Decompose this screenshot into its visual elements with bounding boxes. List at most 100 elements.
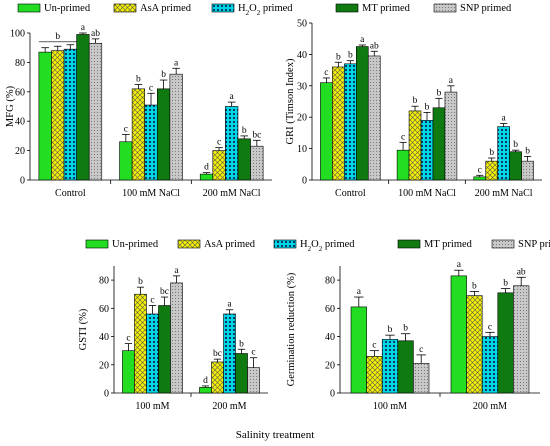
significance-letter: c xyxy=(419,345,423,355)
bar-mt xyxy=(397,340,414,394)
legend-swatch-unprimed xyxy=(17,3,41,13)
bar-unprimed xyxy=(199,173,214,181)
significance-letter: ab xyxy=(91,29,100,39)
y-tick-label: 40 xyxy=(15,117,25,128)
significance-letter: a xyxy=(360,35,365,45)
bar-h2o2 xyxy=(481,336,499,394)
significance-letter: b xyxy=(403,324,408,334)
y-tick-label: 0 xyxy=(330,389,335,400)
x-tick-label: 200 mM xyxy=(212,401,246,412)
significance-letter: c xyxy=(372,341,376,351)
bar-snp xyxy=(247,367,260,394)
significance-letter: c xyxy=(217,138,221,148)
y-tick-label: 20 xyxy=(15,146,25,157)
legend-swatch-h2o2 xyxy=(273,239,297,249)
y-tick-label: 80 xyxy=(99,276,109,287)
y-axis-label: MFG (%) xyxy=(5,85,16,127)
significance-letter: a xyxy=(449,76,454,86)
y-axis-label: GRI (Timson Index) xyxy=(285,58,296,144)
bar-unprimed xyxy=(396,149,410,181)
x-tick-label: 100 mM xyxy=(373,401,407,412)
bar-snp xyxy=(413,363,430,394)
significance-letter: c xyxy=(150,296,154,306)
significance-letter: b xyxy=(513,140,518,150)
significance-letter: d xyxy=(204,163,209,173)
bar-h2o2 xyxy=(420,120,434,181)
significance-letter: b xyxy=(138,277,143,287)
significance-letter: b xyxy=(525,146,530,156)
common-x-axis-label: Salinity treatment xyxy=(236,429,315,441)
bar-snp xyxy=(521,160,534,181)
y-tick-label: 30 xyxy=(297,81,307,92)
significance-letter: bc xyxy=(160,287,169,297)
legend-label-mt: MT primed xyxy=(424,239,473,250)
legend-label-snp: SNP primed xyxy=(460,3,512,14)
x-tick-label: 100 mM xyxy=(135,401,169,412)
bar-unprimed xyxy=(350,306,367,394)
bar-snp xyxy=(513,285,530,394)
significance-letter: b xyxy=(425,102,430,112)
y-tick-label: 20 xyxy=(99,360,109,371)
bar-unprimed xyxy=(199,387,212,394)
y-tick-label: 60 xyxy=(325,304,335,315)
significance-letter: b xyxy=(437,88,442,98)
significance-letter: b xyxy=(388,325,393,335)
legend-swatch-asa xyxy=(177,239,201,249)
y-tick-label: 40 xyxy=(99,332,109,343)
bar-mt xyxy=(497,292,514,394)
bar-asa xyxy=(211,361,224,394)
y-tick-label: 0 xyxy=(302,176,307,187)
y-tick-label: 20 xyxy=(325,360,335,371)
significance-letter: ab xyxy=(370,41,379,51)
significance-letter: b xyxy=(413,96,418,106)
bar-asa xyxy=(131,88,146,181)
significance-letter: c xyxy=(124,124,128,134)
legend-label-asa: AsA primed xyxy=(140,3,192,14)
significance-letter: a xyxy=(357,287,362,297)
bar-asa xyxy=(466,295,483,394)
bar-mt xyxy=(356,46,369,181)
significance-letter: d xyxy=(203,376,208,386)
significance-letter: a xyxy=(230,92,235,102)
bar-snp xyxy=(250,145,264,181)
bar-snp xyxy=(88,42,103,181)
significance-letter: c xyxy=(401,132,405,142)
bar-unprimed xyxy=(122,350,135,394)
legend-label-asa: AsA primed xyxy=(204,239,256,250)
y-tick-label: 60 xyxy=(15,87,25,98)
significance-letter: a xyxy=(174,58,179,68)
significance-letter: bc xyxy=(213,349,222,359)
significance-letter: c xyxy=(324,68,328,78)
significance-letter: a xyxy=(227,300,232,310)
bar-h2o2 xyxy=(223,313,236,394)
legend-label-unprimed: Un-primed xyxy=(44,3,91,14)
y-axis-label: GSTI (%) xyxy=(78,308,89,350)
legend-label-h2o2: H2O2 primed xyxy=(300,239,355,253)
y-tick-label: 0 xyxy=(104,389,109,400)
legend-label-h2o2: H2O2 primed xyxy=(238,3,293,17)
bar-mt xyxy=(158,305,171,394)
bar-asa xyxy=(332,66,345,181)
significance-letter: b xyxy=(242,126,247,136)
bar-h2o2 xyxy=(225,106,239,181)
bar-h2o2 xyxy=(144,104,158,181)
significance-letter: b xyxy=(348,51,353,61)
legend-swatch-mt xyxy=(335,3,359,13)
x-tick-label: Control xyxy=(55,188,86,199)
significance-letter: a xyxy=(81,23,86,33)
bar-asa xyxy=(366,356,383,394)
y-tick-label: 80 xyxy=(325,276,335,287)
y-tick-label: 0 xyxy=(20,176,25,187)
y-tick-label: 40 xyxy=(297,50,307,61)
bar-h2o2 xyxy=(381,339,399,394)
significance-letter: b xyxy=(336,52,341,62)
legend-swatch-h2o2 xyxy=(211,3,235,13)
y-tick-label: 20 xyxy=(297,113,307,124)
bar-mt xyxy=(509,151,522,181)
bar-unprimed xyxy=(473,176,487,181)
significance-letter: c xyxy=(149,83,153,93)
bar-asa xyxy=(51,50,65,181)
y-tick-label: 50 xyxy=(297,19,307,30)
y-tick-label: 60 xyxy=(99,304,109,315)
